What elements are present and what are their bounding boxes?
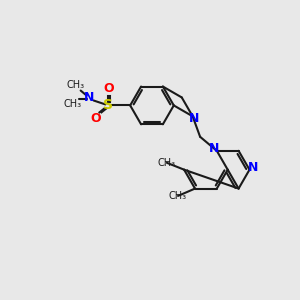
Text: O: O [90,112,101,125]
Text: CH₃: CH₃ [64,99,82,110]
Text: N: N [83,91,94,104]
Text: S: S [103,98,113,112]
Text: CH₃: CH₃ [158,158,176,168]
Text: CH₃: CH₃ [67,80,85,90]
Text: O: O [103,82,114,95]
Text: N: N [248,161,259,174]
Text: N: N [188,112,199,125]
Text: CH₃: CH₃ [169,191,187,201]
Text: N: N [208,142,219,155]
